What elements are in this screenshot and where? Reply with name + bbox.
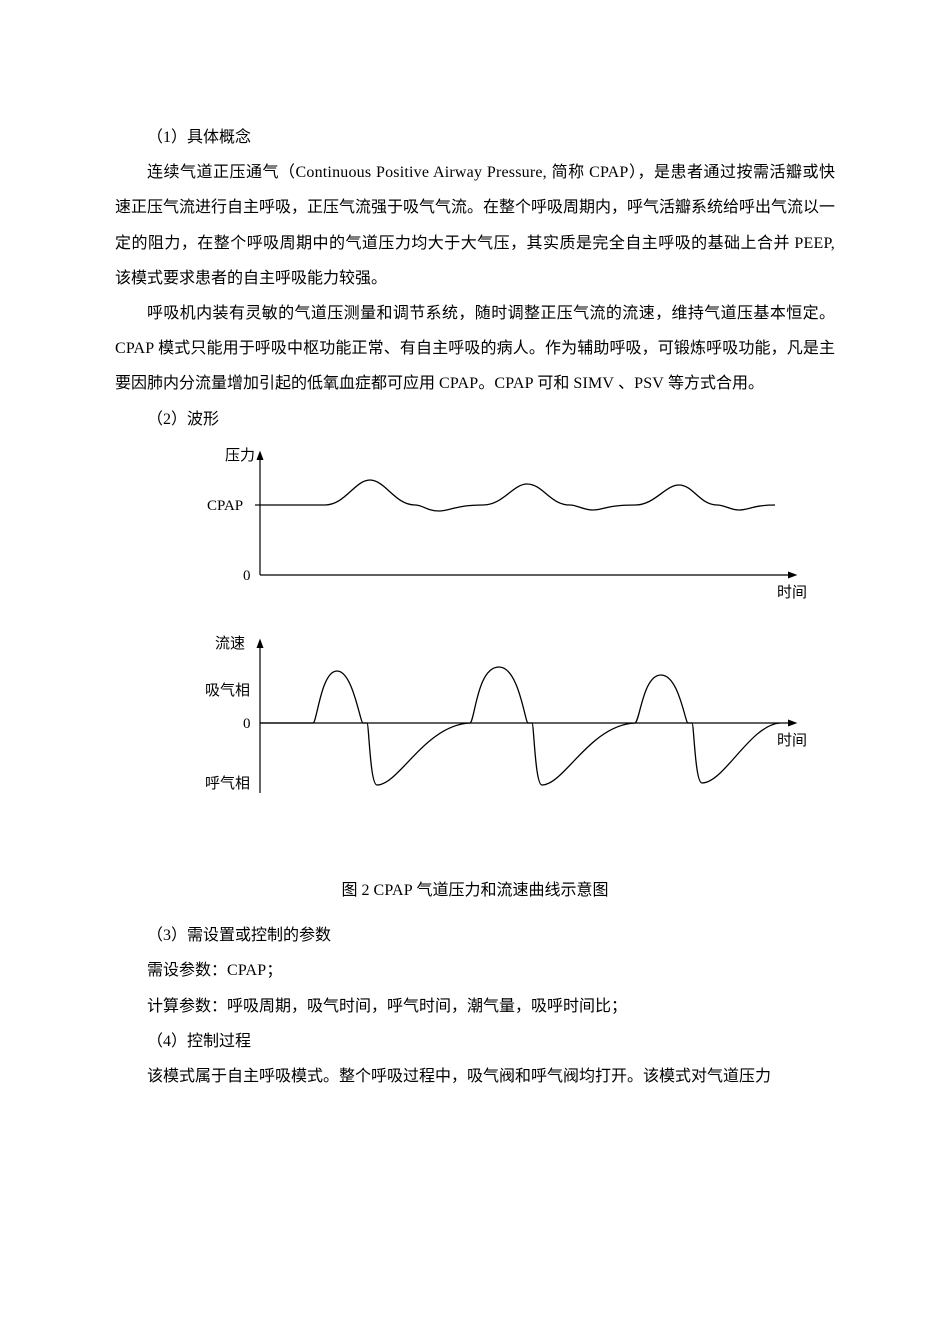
section1-p1: 连续气道正压通气（Continuous Positive Airway Pres… — [115, 155, 835, 296]
spacer — [115, 835, 835, 861]
section2-heading: （2）波形 — [115, 402, 835, 437]
s1p2h: SIMV — [573, 375, 618, 392]
f-exp-label: 呼气相 — [205, 775, 250, 792]
s3l1c: ； — [266, 962, 282, 979]
f-ylabel: 流速 — [215, 635, 245, 652]
cap-c: 气道压力和流速曲线示意图 — [416, 882, 608, 899]
p-xlabel: 时间 — [777, 584, 807, 601]
s1p2g: 可和 — [537, 375, 573, 392]
s1p2k: 等方式合用。 — [668, 375, 764, 392]
s1p2j: PSV — [634, 375, 668, 392]
s1p2f: CPAP — [494, 375, 537, 392]
chart-caption: 图 2 CPAP 气道压力和流速曲线示意图 — [115, 873, 835, 908]
flow-chart: 流速 吸气相 0 呼气相 时间 — [205, 633, 825, 818]
section4-heading: （4）控制过程 — [115, 1024, 835, 1059]
s1p2e: 。 — [478, 375, 494, 392]
s1p1d: CPAP — [589, 164, 628, 181]
section3-line1: 需设参数：CPAP； — [115, 953, 835, 988]
section1-p2: 呼吸机内装有灵敏的气道压测量和调节系统，随时调整正压气流的流速，维持气道压基本恒… — [115, 296, 835, 402]
cap-b: CPAP — [374, 882, 417, 899]
s3l1b: CPAP — [227, 962, 266, 979]
chart-wrapper: 压力 CPAP 0 时间 流速 吸气相 0 呼气相 时间 — [205, 445, 835, 831]
section3-heading: （3）需设置或控制的参数 — [115, 918, 835, 953]
s1p2d: CPAP — [439, 375, 478, 392]
s1p1b: Continuous Positive Airway Pressure, — [296, 164, 552, 181]
f-zero: 0 — [243, 716, 251, 732]
p-cpap-label: CPAP — [207, 498, 243, 514]
section4-p: 该模式属于自主呼吸模式。整个呼吸过程中，吸气阀和呼气阀均打开。该模式对气道压力 — [115, 1059, 835, 1094]
s1p1c: 简称 — [552, 164, 590, 181]
pressure-chart: 压力 CPAP 0 时间 — [205, 445, 825, 620]
s1p2a: 呼吸机内装有灵敏的气道压测量和调节系统，随时调整正压气流的流速，维持气道压基本恒… — [147, 305, 835, 322]
pressure-waveform — [260, 480, 775, 511]
cap-a: 图 2 — [342, 882, 374, 899]
s1p1a: 连续气道正压通气（ — [147, 164, 296, 181]
s1p1f: PEEP, — [794, 235, 835, 252]
f-xlabel: 时间 — [777, 732, 807, 749]
section3-line2: 计算参数：呼吸周期，吸气时间，呼气时间，潮气量，吸呼时间比； — [115, 989, 835, 1024]
s3l1a: 需设参数： — [147, 962, 227, 979]
p-ylabel: 压力 — [225, 447, 255, 464]
s1p2b: CPAP — [115, 340, 158, 357]
section1-heading: （1）具体概念 — [115, 120, 835, 155]
s1p1g: 该模式要求患者的自主呼吸能力较强。 — [115, 270, 387, 287]
flow-waveform — [260, 667, 780, 785]
f-insp-label: 吸气相 — [205, 682, 250, 699]
p-zero: 0 — [243, 568, 251, 584]
s1p2i: 、 — [618, 375, 634, 392]
